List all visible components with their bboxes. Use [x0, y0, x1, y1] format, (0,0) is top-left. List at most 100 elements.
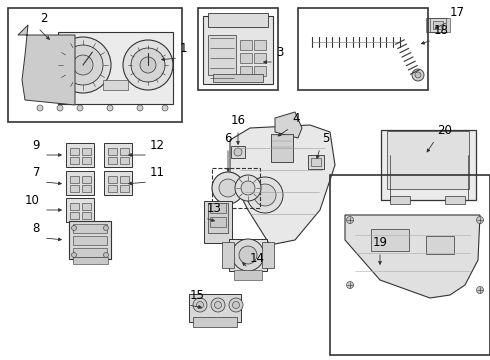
Bar: [213, 74, 263, 82]
Bar: [8, 8, 182, 122]
Circle shape: [107, 105, 113, 111]
Bar: [254, 66, 266, 76]
Bar: [73, 224, 107, 233]
Bar: [73, 256, 107, 264]
Circle shape: [37, 105, 43, 111]
Text: 18: 18: [434, 24, 449, 37]
Polygon shape: [18, 25, 75, 105]
Circle shape: [103, 225, 108, 230]
Circle shape: [241, 181, 255, 195]
Circle shape: [254, 184, 276, 206]
Bar: [208, 13, 268, 27]
Bar: [271, 134, 293, 162]
Bar: [70, 175, 78, 183]
Bar: [107, 148, 117, 154]
Bar: [254, 53, 266, 63]
Bar: [57, 32, 172, 104]
Circle shape: [219, 179, 237, 197]
Circle shape: [232, 302, 240, 309]
Bar: [73, 235, 107, 244]
Bar: [120, 157, 128, 163]
Bar: [104, 143, 132, 167]
Bar: [66, 171, 94, 195]
Bar: [204, 201, 232, 243]
Circle shape: [140, 57, 156, 73]
Bar: [234, 270, 262, 280]
Bar: [107, 175, 117, 183]
Bar: [381, 130, 475, 200]
Bar: [387, 131, 469, 189]
Text: 20: 20: [437, 124, 452, 137]
Bar: [73, 248, 107, 256]
Bar: [107, 157, 117, 163]
Circle shape: [346, 216, 353, 224]
Bar: [189, 294, 241, 322]
Text: 2: 2: [40, 12, 48, 25]
Circle shape: [73, 55, 93, 75]
Bar: [426, 18, 430, 32]
Circle shape: [123, 40, 173, 90]
Bar: [240, 66, 252, 76]
Bar: [426, 236, 454, 254]
Text: 14: 14: [250, 252, 265, 265]
Bar: [208, 203, 228, 233]
Bar: [120, 184, 128, 192]
Text: 12: 12: [150, 139, 165, 152]
Bar: [70, 157, 78, 163]
Text: 7: 7: [32, 166, 40, 179]
Circle shape: [476, 216, 484, 224]
Bar: [298, 8, 428, 90]
Bar: [81, 157, 91, 163]
Circle shape: [55, 37, 111, 93]
Bar: [254, 40, 266, 50]
Bar: [445, 196, 465, 204]
Bar: [70, 184, 78, 192]
Circle shape: [229, 298, 243, 312]
Text: 9: 9: [32, 139, 40, 152]
Circle shape: [72, 225, 76, 230]
Bar: [81, 202, 91, 210]
Circle shape: [77, 105, 83, 111]
Bar: [433, 21, 443, 29]
Bar: [210, 203, 226, 213]
Bar: [104, 171, 132, 195]
Bar: [330, 175, 490, 355]
Bar: [308, 155, 324, 169]
Circle shape: [215, 302, 221, 309]
Circle shape: [193, 298, 207, 312]
Text: 4: 4: [292, 112, 299, 125]
Circle shape: [235, 175, 261, 201]
Bar: [262, 242, 274, 268]
Bar: [66, 143, 94, 167]
Circle shape: [63, 45, 103, 85]
Polygon shape: [275, 112, 302, 138]
Bar: [429, 18, 447, 32]
Text: 8: 8: [33, 222, 40, 235]
Circle shape: [196, 302, 203, 309]
Bar: [208, 35, 236, 75]
Bar: [311, 158, 321, 166]
Bar: [222, 242, 234, 268]
Bar: [81, 184, 91, 192]
Circle shape: [162, 105, 168, 111]
Circle shape: [412, 69, 424, 81]
Text: 15: 15: [190, 289, 205, 302]
Circle shape: [476, 287, 484, 293]
Circle shape: [137, 105, 143, 111]
Bar: [212, 168, 260, 208]
Bar: [102, 80, 127, 90]
Text: 13: 13: [207, 202, 222, 215]
Bar: [203, 16, 273, 84]
Circle shape: [72, 252, 76, 257]
Text: 11: 11: [150, 166, 165, 179]
Bar: [120, 175, 128, 183]
Text: 16: 16: [230, 114, 245, 127]
Bar: [231, 146, 245, 158]
Polygon shape: [345, 215, 480, 298]
Circle shape: [234, 148, 242, 156]
Bar: [81, 175, 91, 183]
Bar: [390, 196, 410, 204]
Bar: [70, 211, 78, 219]
Bar: [229, 239, 267, 271]
Text: 17: 17: [450, 6, 465, 19]
